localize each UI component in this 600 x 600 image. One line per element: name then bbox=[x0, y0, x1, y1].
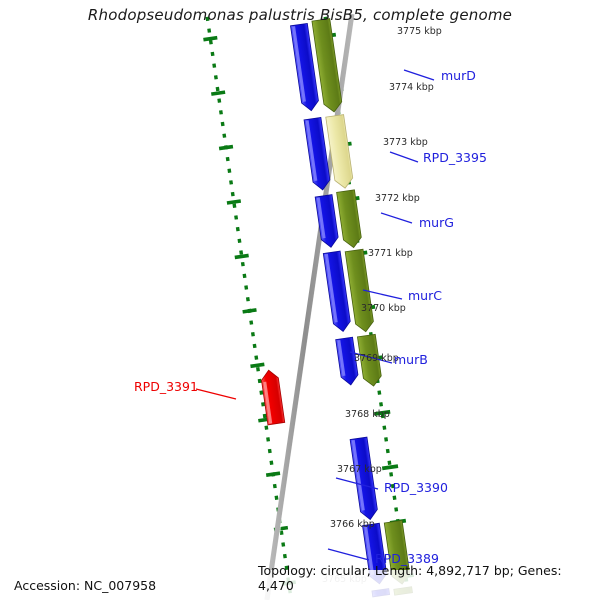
tick-label-3770: 3770 kbp bbox=[361, 303, 406, 314]
ruler-dots-inner bbox=[205, 16, 293, 598]
accession-text: Accession: NC_007958 bbox=[14, 578, 157, 593]
murD-cds[interactable] bbox=[290, 22, 319, 112]
genome-backbone bbox=[264, 13, 356, 600]
leader-RPD_3390 bbox=[335, 477, 379, 490]
RPD_3390-cds[interactable] bbox=[349, 436, 379, 521]
tick-label-3771: 3771 kbp bbox=[368, 248, 413, 259]
leader-murC bbox=[362, 289, 403, 300]
RPD_3395-gene[interactable] bbox=[325, 114, 354, 190]
gene-label-murD[interactable]: murD bbox=[441, 68, 476, 83]
murG-cds[interactable] bbox=[314, 194, 339, 249]
gene-label-murC[interactable]: murC bbox=[408, 288, 442, 303]
gene-label-RPD_3395[interactable]: RPD_3395 bbox=[423, 150, 487, 165]
murC-cds[interactable] bbox=[322, 250, 351, 333]
gene-label-murB[interactable]: murB bbox=[394, 352, 428, 367]
tick-label-3772: 3772 kbp bbox=[375, 193, 420, 204]
leader-murD bbox=[403, 69, 435, 81]
murG-gene[interactable] bbox=[336, 189, 363, 249]
RPD_3391-cds[interactable] bbox=[260, 369, 286, 426]
leader-murG bbox=[380, 212, 413, 224]
murB-gene[interactable] bbox=[356, 333, 382, 387]
murB-cds[interactable] bbox=[335, 336, 360, 386]
gene-label-murG[interactable]: murG bbox=[419, 215, 454, 230]
gene-label-RPD_3389[interactable]: RPD_3389 bbox=[375, 551, 439, 566]
tick-label-3767: 3767 kbp bbox=[337, 464, 382, 475]
cds-forward-group[interactable] bbox=[290, 22, 391, 598]
tick-label-3768: 3768 kbp bbox=[345, 409, 390, 420]
tick-label-3774: 3774 kbp bbox=[389, 82, 434, 93]
genome-summary-text: Topology: circular; Length: 4,892,717 bp… bbox=[258, 563, 562, 593]
tick-label-3769: 3769 kbp bbox=[354, 353, 399, 364]
RPD_3395-cds[interactable] bbox=[303, 116, 331, 191]
leader-RPD_3389 bbox=[327, 548, 370, 561]
tick-label-3773: 3773 kbp bbox=[383, 137, 428, 148]
page-title: Rhodopseudomonas palustris BisB5, comple… bbox=[87, 6, 513, 24]
leader-RPD_3395 bbox=[389, 151, 419, 163]
murC-gene[interactable] bbox=[344, 248, 375, 333]
tick-label-3766: 3766 kbp bbox=[330, 519, 375, 530]
cds-reverse-group[interactable] bbox=[260, 369, 286, 426]
label-leader-lines bbox=[195, 69, 435, 561]
leader-RPD_3391 bbox=[195, 388, 237, 400]
gene-label-RPD_3391[interactable]: RPD_3391 bbox=[134, 379, 198, 394]
leader-murB bbox=[349, 351, 393, 364]
gene-label-RPD_3390[interactable]: RPD_3390 bbox=[384, 480, 448, 495]
tick-label-3775: 3775 kbp bbox=[397, 26, 442, 37]
status-bar: Accession: NC_007958 Topology: circular;… bbox=[0, 563, 600, 600]
murD-gene[interactable] bbox=[311, 18, 343, 114]
